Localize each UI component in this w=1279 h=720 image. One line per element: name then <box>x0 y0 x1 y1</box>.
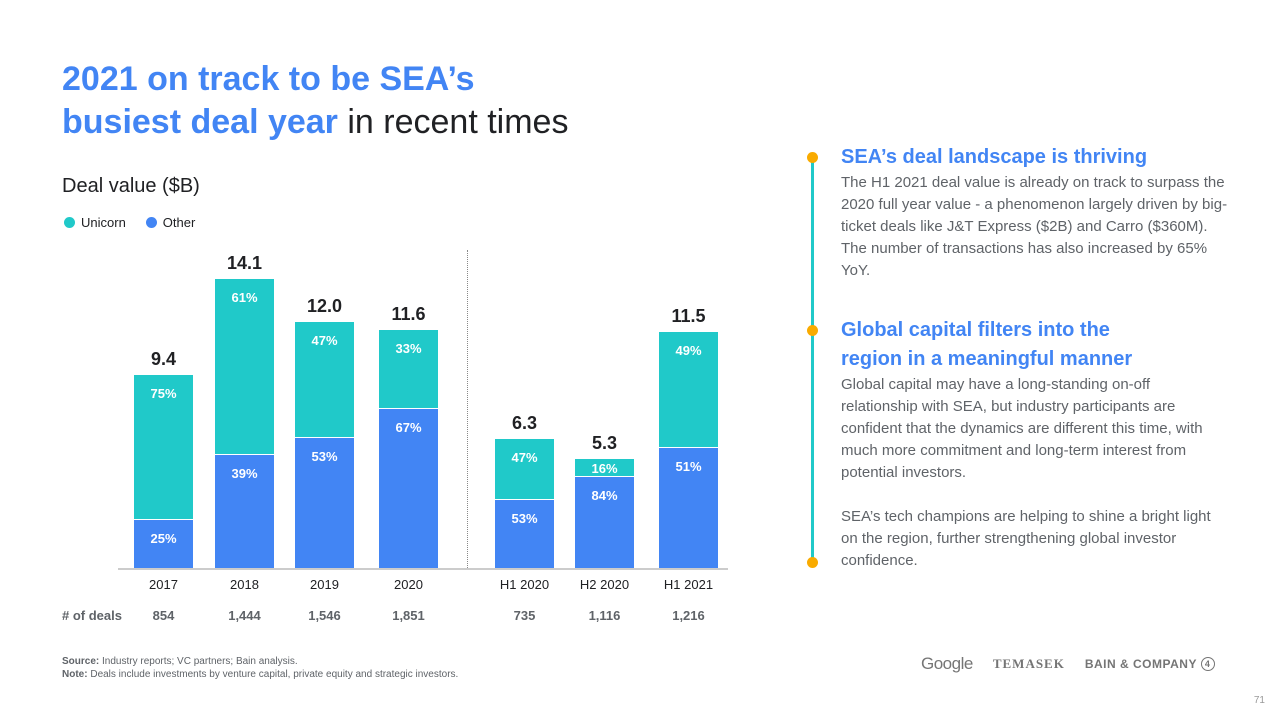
legend-unicorn-swatch <box>64 217 75 228</box>
partner-logos: Google TEMASEK BAIN & COMPANY 4 <box>921 654 1215 674</box>
legend-other: Other <box>145 215 196 230</box>
note: Note: Deals include investments by ventu… <box>62 668 458 681</box>
page-number: 71 <box>1253 695 1265 706</box>
legend: Unicorn Other <box>64 215 195 230</box>
label-other-pct: 67% <box>395 419 422 435</box>
note-label: Note: <box>62 669 88 680</box>
x-tick-label: H1 2020 <box>499 577 550 592</box>
deals-row-label: # of deals <box>62 608 122 623</box>
legend-unicorn: Unicorn <box>64 215 126 230</box>
label-unicorn-pct: 61% <box>231 289 258 305</box>
deals-value: 1,216 <box>672 608 705 623</box>
bar-other <box>495 499 554 568</box>
label-total: 9.4 <box>150 349 177 370</box>
section-body: The H1 2021 deal value is already on tra… <box>841 174 1228 279</box>
source-text: Industry reports; VC partners; Bain anal… <box>99 656 298 667</box>
x-axis <box>118 568 728 570</box>
section-body: SEA’s tech champions are helping to shin… <box>841 508 1211 569</box>
google-logo: Google <box>921 654 973 673</box>
bar-other <box>134 519 193 568</box>
label-unicorn-pct: 33% <box>395 341 422 357</box>
bar-other <box>379 408 438 568</box>
bar-unicorn <box>379 330 438 409</box>
section-2: Global capital filters into the region i… <box>841 316 1226 572</box>
label-total: 14.1 <box>226 252 263 273</box>
deals-value: 735 <box>513 608 536 623</box>
section-heading: Global capital filters into the region i… <box>841 319 1133 370</box>
x-tick-label: 2020 <box>394 577 423 592</box>
label-other-pct: 39% <box>231 466 258 482</box>
label-other-pct: 84% <box>591 487 618 503</box>
bain-text: BAIN & COMPANY <box>1084 656 1197 671</box>
timeline-line <box>811 157 814 562</box>
deals-value: 1,546 <box>308 608 341 623</box>
deals-value: 1,444 <box>228 608 261 623</box>
label-other-pct: 53% <box>511 510 538 526</box>
bar-other <box>659 447 718 568</box>
footnotes: Source: Industry reports; VC partners; B… <box>62 655 458 681</box>
label-total: 12.0 <box>306 296 343 316</box>
label-unicorn-pct: 47% <box>511 449 538 465</box>
x-tick-label: H2 2020 <box>579 577 630 592</box>
label-total: 11.6 <box>391 304 426 325</box>
chart-title: Deal value ($B) <box>62 175 200 197</box>
timeline-dot <box>807 152 818 163</box>
bain-circle-icon: 4 <box>1200 657 1215 672</box>
slide-title: 2021 on track to be SEA’s busiest deal y… <box>62 58 568 144</box>
x-tick-label: 2017 <box>149 577 178 592</box>
legend-other-swatch <box>145 217 157 228</box>
x-tick-label: 2018 <box>230 577 259 592</box>
label-other-pct: 53% <box>311 448 338 464</box>
legend-label: Unicorn <box>81 215 126 230</box>
bar-unicorn <box>495 438 554 500</box>
note-text: Deals include investments by venture cap… <box>87 669 459 680</box>
bar-unicorn <box>575 459 634 477</box>
label-unicorn-pct: 47% <box>311 333 338 348</box>
deals-value: 1,851 <box>392 608 425 623</box>
label-other-pct: 25% <box>150 530 177 546</box>
label-unicorn-pct: 75% <box>150 386 177 402</box>
period-divider <box>467 250 468 568</box>
label-unicorn-pct: 16% <box>591 461 618 477</box>
label-other-pct: 51% <box>675 458 702 474</box>
bar-unicorn <box>134 375 193 520</box>
title-line1: 2021 on track to be SEA’s <box>62 60 475 98</box>
section-body: Global capital may have a long-standing … <box>841 376 1203 481</box>
bar-chart: # of deals 75% 25% 9.4 2017 854 61% 39% 14.1 201… <box>62 250 728 623</box>
bar-unicorn <box>295 322 354 438</box>
bar-unicorn <box>659 332 718 448</box>
temasek-logo: TEMASEK <box>992 656 1065 671</box>
source-label: Source: <box>62 656 100 667</box>
title-bold: busiest deal year <box>62 103 338 141</box>
label-total: 5.3 <box>591 433 618 454</box>
bar-other <box>295 437 354 568</box>
timeline-dot <box>807 557 818 568</box>
bar-unicorn <box>215 278 274 456</box>
deals-value: 854 <box>152 608 175 623</box>
label-total: 11.5 <box>671 306 706 327</box>
x-tick-label: 2019 <box>310 577 339 592</box>
bain-logo: BAIN & COMPANY 4 <box>1085 657 1215 672</box>
label-unicorn-pct: 49% <box>675 343 702 359</box>
title-rest: in recent times <box>337 103 569 141</box>
section-1: SEA’s deal landscape is thriving The H1 … <box>841 143 1231 282</box>
bar-other <box>215 455 274 568</box>
legend-label: Other <box>162 215 196 230</box>
timeline-dot <box>807 325 818 336</box>
x-tick-label: H1 2021 <box>663 577 714 592</box>
section-heading: SEA’s deal landscape is thriving <box>841 146 1148 168</box>
bar-other <box>575 476 634 568</box>
label-total: 6.3 <box>511 412 538 433</box>
source-note: Source: Industry reports; VC partners; B… <box>62 655 458 668</box>
deals-value: 1,116 <box>588 608 621 623</box>
